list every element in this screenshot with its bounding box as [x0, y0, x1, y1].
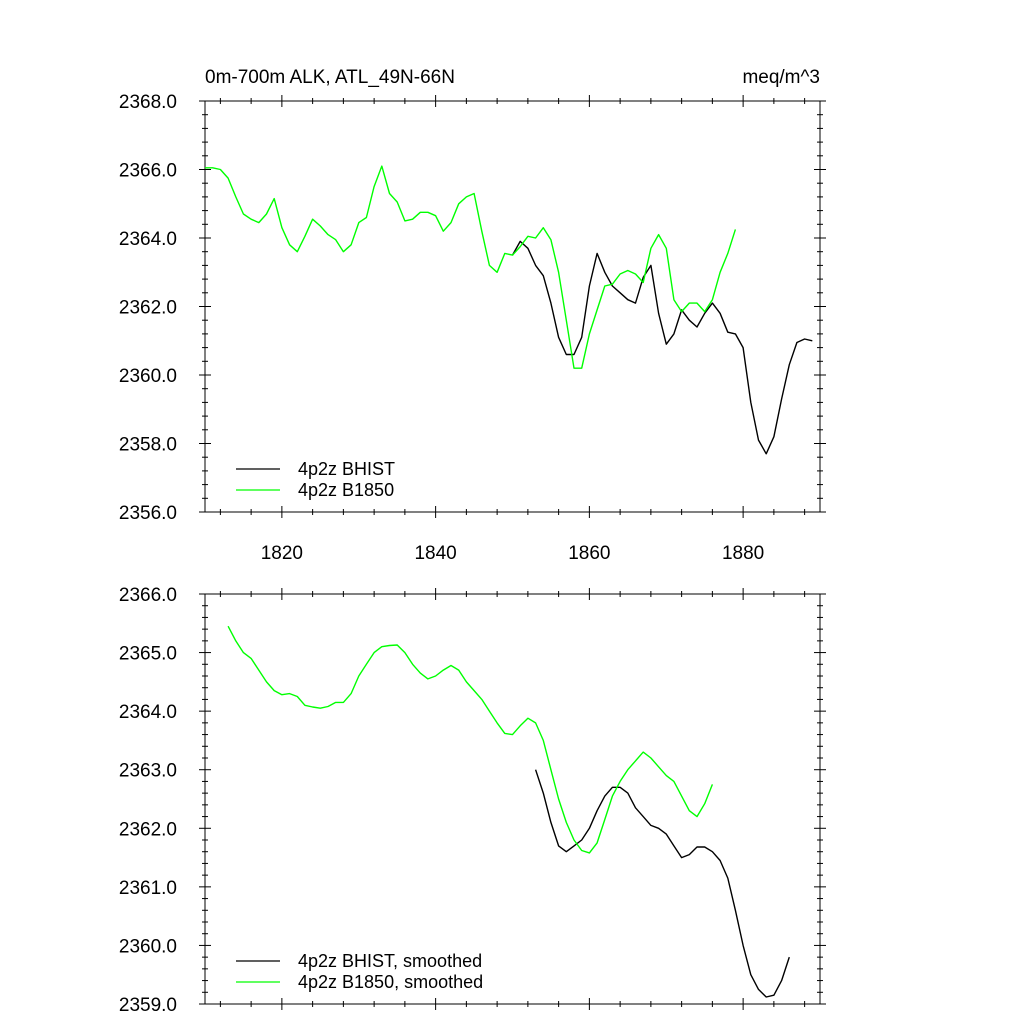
bottom-y-tick-label: 2361.0 [119, 878, 177, 899]
top-y-tick-label: 2366.0 [119, 161, 177, 182]
top-y-tick-label: 2358.0 [119, 435, 177, 456]
bottom-y-tick-label: 2364.0 [119, 702, 177, 723]
top-x-tick-label: 1880 [722, 543, 764, 564]
legend-label-bhist: 4p2z BHIST [298, 459, 395, 479]
legend-label-b1850: 4p2z B1850 [298, 480, 394, 500]
bottom-y-tick-label: 2363.0 [119, 761, 177, 782]
top-panel: 0m-700m ALK, ATL_49N-66N meq/m^3 2356.02… [119, 67, 826, 564]
top-series-line-bhist [511, 240, 813, 455]
top-panel-lines [205, 165, 813, 455]
bottom-series-line-b1850 [227, 625, 714, 854]
top-y-tick-label: 2356.0 [119, 503, 177, 524]
legend-label-b1850-smoothed: 4p2z B1850, smoothed [298, 972, 483, 992]
bottom-y-tick-label: 2359.0 [119, 995, 177, 1016]
bottom-panel-legend: 4p2z BHIST, smoothed 4p2z B1850, smoothe… [236, 951, 483, 992]
top-x-tick-label: 1820 [261, 543, 303, 564]
bottom-series-line-bhist [534, 769, 790, 998]
bottom-y-tick-label: 2366.0 [119, 585, 177, 606]
bottom-panel-axes: 2359.0 2360.0 2361.0 2362.0 2363.0 2364.0 2365… [119, 585, 826, 1016]
top-panel-title: 0m-700m ALK, ATL_49N-66N [205, 67, 455, 88]
top-panel-units: meq/m^3 [742, 67, 820, 88]
top-y-tick-label: 2362.0 [119, 298, 177, 319]
bottom-y-tick-label: 2360.0 [119, 936, 177, 957]
bottom-panel-lines [227, 625, 790, 998]
top-panel-axes: 2356.0 2358.0 2360.0 2362.0 2364.0 2366.0 2368… [119, 92, 826, 564]
top-x-tick-label: 1840 [414, 543, 456, 564]
top-panel-legend: 4p2z BHIST 4p2z B1850 [236, 459, 395, 500]
bottom-y-tick-label: 2365.0 [119, 644, 177, 665]
bottom-y-tick-label: 2362.0 [119, 819, 177, 840]
top-plot-frame [204, 100, 821, 513]
bottom-panel: 2359.0 2360.0 2361.0 2362.0 2363.0 2364.0 2365… [119, 585, 826, 1016]
bottom-plot-frame [204, 593, 821, 1005]
legend-label-bhist-smoothed: 4p2z BHIST, smoothed [298, 951, 482, 971]
top-y-tick-label: 2360.0 [119, 366, 177, 387]
top-y-tick-label: 2364.0 [119, 229, 177, 250]
top-x-tick-label: 1860 [568, 543, 610, 564]
top-y-tick-label: 2368.0 [119, 92, 177, 113]
top-series-line-b1850 [205, 165, 737, 369]
